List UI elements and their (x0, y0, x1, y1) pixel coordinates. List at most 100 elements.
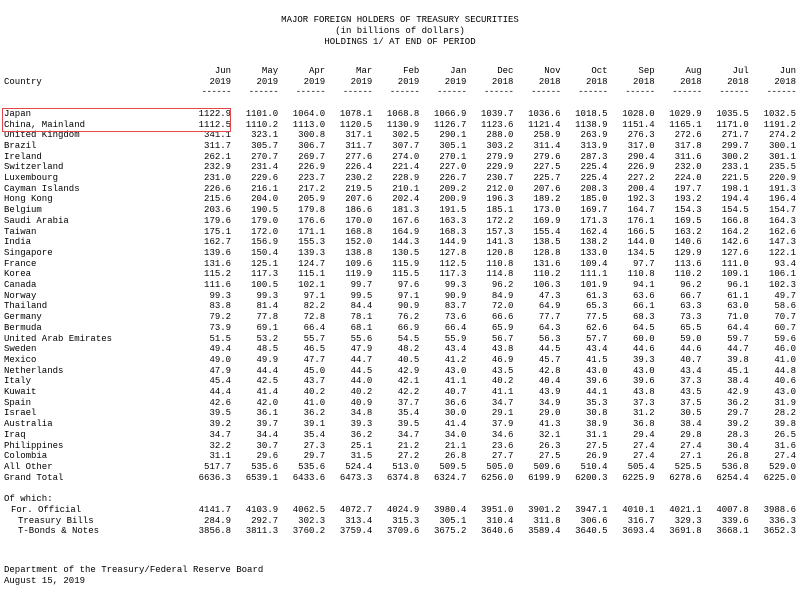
holding-value: 6324.7 (433, 472, 467, 483)
year-header: 2019 (303, 76, 326, 87)
holding-value: 215.6 (204, 194, 232, 205)
holding-value: 1126.7 (433, 119, 467, 130)
holding-value: 40.2 (491, 376, 514, 387)
holding-value: 66.1 (633, 301, 655, 312)
country-name: Brazil (4, 140, 37, 151)
holding-value: 229.9 (486, 162, 514, 173)
table-row: Japan 1122.9 1101.0 1064.0 1078.1 1068.8 1066.… (4, 109, 796, 120)
year-header: 2019 (397, 76, 420, 87)
country-name: Korea (4, 269, 32, 280)
holding-value: 34.4 (256, 429, 279, 440)
holding-value: 4010.1 (622, 504, 655, 515)
holding-value: 99.5 (350, 290, 373, 301)
holding-value: 55.6 (350, 333, 373, 344)
holding-value: 81.4 (256, 301, 279, 312)
holding-value: 56.3 (538, 333, 561, 344)
holding-value: 68.1 (350, 322, 373, 333)
holding-value: 270.1 (439, 151, 467, 162)
holding-value: 217.2 (298, 183, 326, 194)
holding-value: 155.3 (298, 237, 326, 248)
holding-value: 225.4 (580, 162, 608, 173)
holding-value: 4024.9 (386, 504, 420, 515)
holding-value: 82.2 (303, 301, 326, 312)
holding-value: 71.0 (727, 312, 749, 323)
header-separator: ------ (766, 87, 796, 98)
holding-value: 6199.9 (528, 472, 561, 483)
holding-value: 509.5 (439, 462, 467, 472)
country-name: Colombia (4, 451, 48, 462)
holding-value: 305.1 (439, 140, 467, 151)
holding-value: 45.7 (538, 354, 561, 365)
holding-value: 21.2 (397, 440, 420, 451)
holding-value: 39.8 (727, 354, 749, 365)
holding-value: 111.0 (721, 258, 749, 269)
table-row: India 162.7 156.9 155.3 152.0 144.3 144.9 141.3… (4, 237, 796, 248)
holding-value: 59.0 (680, 333, 702, 344)
holding-value: 27.4 (633, 451, 655, 462)
month-header: Jun (214, 66, 232, 76)
holding-value: 39.3 (350, 419, 373, 430)
holding-value: 29.7 (303, 451, 326, 462)
table-row: Italy 45.4 42.5 43.7 44.0 42.1 41.1 40.2 40.4 39.… (4, 376, 796, 387)
holding-value: 46.0 (774, 344, 796, 355)
holding-value: 288.0 (486, 130, 514, 141)
holding-value: 29.0 (538, 408, 561, 419)
holding-value: 130.5 (392, 247, 420, 258)
country-name: United Arab Emirates (4, 333, 113, 344)
holding-value: 168.3 (439, 226, 467, 237)
holding-value: 127.8 (439, 247, 467, 258)
holding-value: 226.7 (439, 173, 467, 184)
header-separator: ------ (248, 87, 279, 98)
holding-value: 27.5 (585, 440, 608, 451)
holding-value: 536.8 (721, 462, 749, 472)
holding-value: 200.4 (627, 183, 655, 194)
holding-value: 163.3 (439, 215, 467, 226)
holding-value: 41.3 (538, 419, 561, 430)
holding-value: 64.5 (633, 322, 655, 333)
holding-value: 31.6 (774, 440, 796, 451)
holding-value: 1123.6 (481, 119, 514, 130)
holding-value: 227.5 (533, 162, 561, 173)
holding-value: 3980.4 (433, 504, 467, 515)
holding-value: 505.4 (627, 462, 655, 472)
holding-value: 27.4 (680, 440, 702, 451)
holding-value: 228.9 (392, 173, 420, 184)
table-row: Bermuda 73.9 69.1 66.4 68.1 66.9 66.4 65.9 64.3 6… (4, 323, 796, 334)
holding-value: 36.1 (256, 408, 279, 419)
holding-value: 49.4 (209, 344, 232, 355)
holding-value: 29.4 (633, 429, 655, 440)
holding-value: 207.6 (345, 194, 373, 205)
holding-value: 172.2 (486, 215, 514, 226)
holding-value: 341.1 (204, 130, 232, 141)
year-header: 2018 (774, 76, 796, 87)
holding-value: 284.9 (204, 515, 232, 526)
holdings-table-body: Japan 1122.9 1101.0 1064.0 1078.1 1068.8 1066.… (4, 98, 796, 537)
holding-value: 96.1 (727, 280, 749, 291)
holding-value: 35.3 (585, 397, 608, 408)
holding-value: 57.7 (585, 333, 608, 344)
holding-value: 43.0 (585, 365, 608, 376)
holding-value: 42.9 (727, 387, 749, 398)
holding-value: 90.9 (444, 290, 467, 301)
footer-date: August 15, 2019 (4, 576, 86, 586)
holding-value: 30.7 (256, 440, 279, 451)
holding-value: 83.7 (444, 301, 467, 312)
year-header: 2018 (633, 76, 655, 87)
holding-value: 133.0 (580, 247, 608, 258)
holding-value: 1018.5 (575, 108, 608, 119)
header-separator: ------ (625, 87, 655, 98)
holding-value: 269.7 (298, 151, 326, 162)
table-row: Ireland 262.1 270.7 269.7 277.6 274.0 270.1 279… (4, 152, 796, 163)
country-name: China, Mainland (4, 119, 86, 130)
holding-value: 42.2 (397, 387, 420, 398)
holding-value: 39.7 (256, 419, 279, 430)
holding-value: 226.9 (298, 162, 326, 173)
holding-value: 34.8 (350, 408, 373, 419)
holding-value: 41.1 (491, 387, 514, 398)
holding-value: 106.3 (533, 280, 561, 291)
table-row: Switzerland 232.9 231.4 226.9 226.4 221.4 227.… (4, 162, 796, 173)
holding-value: 99.3 (256, 290, 279, 301)
holding-value: 196.3 (486, 194, 514, 205)
holding-value: 44.8 (774, 365, 796, 376)
holding-value: 311.6 (674, 151, 702, 162)
